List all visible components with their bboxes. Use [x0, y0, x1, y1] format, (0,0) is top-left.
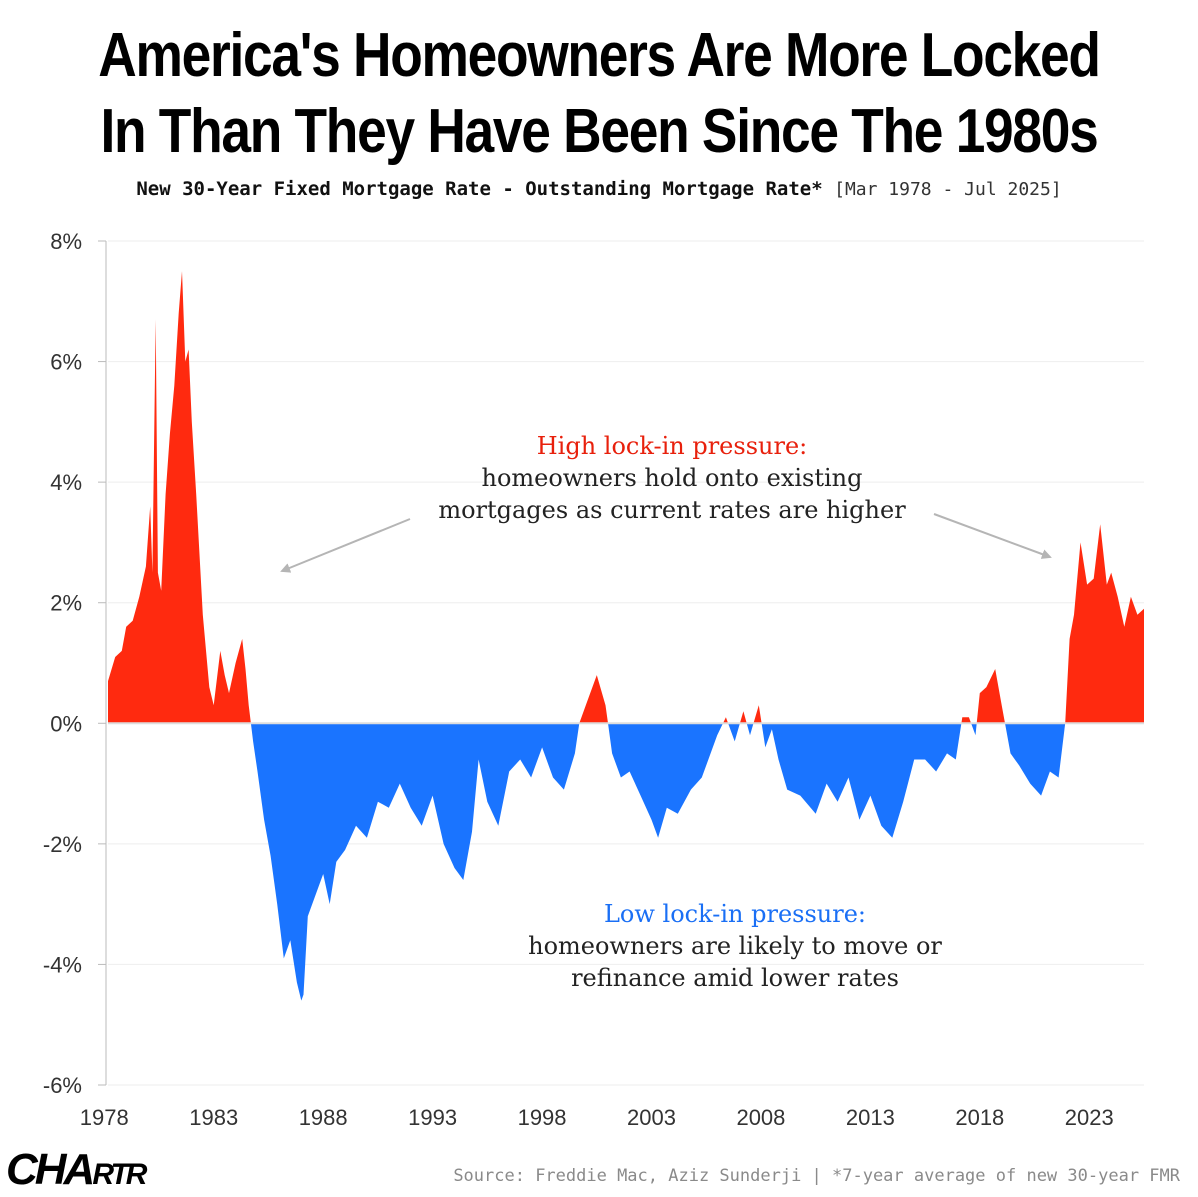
x-tick-label: 1993	[408, 1105, 457, 1130]
title-line-2: In Than They Have Been Since The 1980s	[100, 97, 1098, 166]
x-tick-label: 2008	[736, 1105, 785, 1130]
y-tick-label: 6%	[50, 350, 82, 375]
low-pressure-line-2: refinance amid lower rates	[571, 964, 899, 992]
title-line-1: America's Homeowners Are More Locked	[98, 21, 1101, 90]
high-pressure-line-2: mortgages as current rates are higher	[438, 496, 906, 524]
subtitle-main: New 30-Year Fixed Mortgage Rate - Outsta…	[136, 178, 823, 200]
subtitle-range: [Mar 1978 - Jul 2025]	[834, 179, 1062, 200]
low-pressure-line-1: homeowners are likely to move or	[528, 932, 942, 960]
y-tick-label: 4%	[50, 470, 82, 495]
right-arrow	[933, 513, 1052, 559]
x-tick-label: 1998	[518, 1105, 567, 1130]
axes: 8% 6% 4% 2% 0% -2% -4% -6% 1978 1983 1988 1993 1998 2…	[43, 229, 1114, 1130]
y-tick-label: -2%	[43, 832, 82, 857]
high-pressure-heading: High lock-in pressure:	[536, 432, 808, 460]
chart-title: America's Homeowners Are More Locked In …	[84, 18, 1114, 170]
high-pressure-line-1: homeowners hold onto existing	[481, 464, 863, 492]
x-tick-label: 1978	[80, 1105, 129, 1130]
y-tick-label: 0%	[50, 711, 82, 736]
x-tick-label: 2003	[627, 1105, 676, 1130]
chart-subtitle: New 30-Year Fixed Mortgage Rate - Outsta…	[0, 178, 1198, 200]
x-tick-label: 2013	[846, 1105, 895, 1130]
x-tick-label: 1983	[189, 1105, 238, 1130]
negative-area	[108, 723, 1144, 1001]
logo-main: CHA	[6, 1145, 95, 1194]
low-pressure-heading: Low lock-in pressure:	[603, 900, 866, 928]
y-tick-label: -4%	[43, 952, 82, 977]
y-tick-label: 2%	[50, 591, 82, 616]
x-tick-label: 2023	[1065, 1105, 1114, 1130]
low-pressure-annotation: Low lock-in pressure: homeowners are lik…	[465, 898, 1005, 994]
y-tick-label: 8%	[50, 229, 82, 254]
x-tick-label: 1988	[299, 1105, 348, 1130]
high-pressure-annotation: High lock-in pressure: homeowners hold o…	[402, 430, 942, 526]
logo-small: RTR	[92, 1158, 147, 1191]
data-areas	[108, 271, 1144, 1001]
x-tick-label: 2018	[955, 1105, 1004, 1130]
chartr-logo: CHARTR	[6, 1145, 147, 1195]
annotation-arrows	[280, 513, 1052, 573]
source-note: Source: Freddie Mac, Aziz Sunderji | *7-…	[453, 1166, 1180, 1186]
left-arrow	[280, 518, 411, 573]
y-tick-label: -6%	[43, 1073, 82, 1098]
